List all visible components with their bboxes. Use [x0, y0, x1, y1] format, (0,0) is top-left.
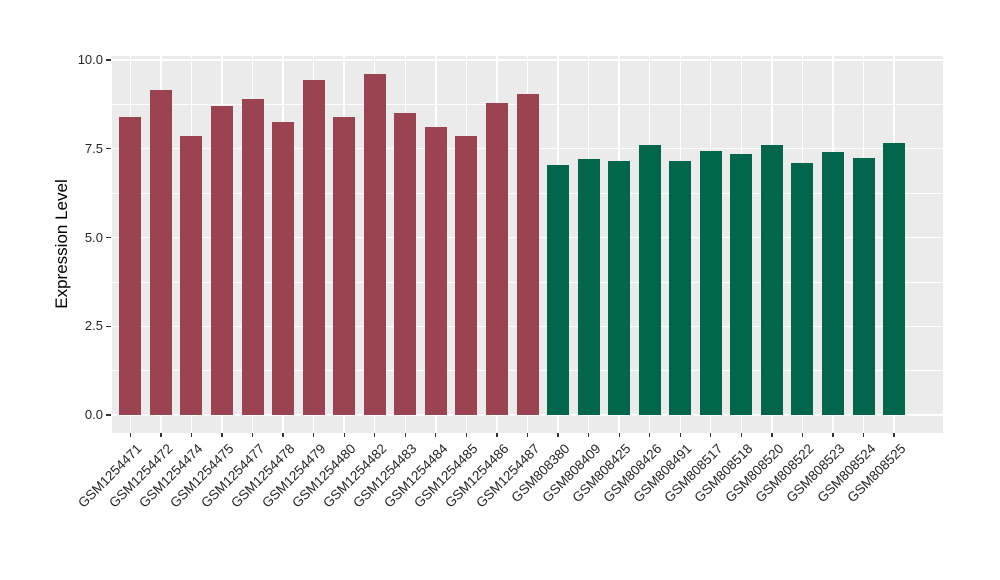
bar-GSM1254479 — [302, 79, 325, 415]
bar-GSM1254474 — [180, 136, 203, 415]
y-tick-mark — [106, 236, 111, 239]
x-tick-mark — [465, 433, 468, 437]
x-tick-mark — [282, 433, 284, 437]
bar-GSM1254472 — [149, 90, 172, 415]
x-tick-mark — [862, 433, 865, 437]
bar-GSM1254477 — [241, 99, 264, 415]
x-tick-mark — [801, 433, 804, 437]
bar-GSM1254471 — [119, 116, 142, 415]
bar-GSM1254482 — [363, 74, 386, 415]
x-tick-mark — [771, 433, 773, 437]
x-tick-mark — [343, 433, 345, 437]
bar-GSM808525 — [883, 143, 906, 415]
x-tick-mark — [404, 433, 406, 437]
x-tick-mark — [893, 433, 895, 437]
bar-GSM1254480 — [333, 116, 356, 415]
x-tick-mark — [160, 433, 162, 437]
y-tick-mark — [106, 59, 111, 61]
bar-GSM808491 — [669, 161, 692, 415]
bar-GSM1254483 — [394, 113, 417, 415]
x-tick-mark — [496, 433, 498, 437]
bar-GSM808425 — [608, 161, 631, 415]
y-tick-label: 7.5 — [84, 140, 103, 156]
y-tick-label: 2.5 — [84, 318, 103, 334]
y-tick-label: 5.0 — [84, 229, 103, 245]
bar-GSM808409 — [577, 159, 600, 415]
bar-GSM1254487 — [516, 93, 539, 415]
y-tick-mark — [106, 325, 111, 327]
bar-GSM1254484 — [424, 127, 447, 415]
bar-GSM808518 — [730, 154, 753, 415]
x-tick-mark — [710, 433, 712, 437]
y-tick-label: 10.0 — [77, 52, 103, 67]
bar-GSM1254485 — [455, 136, 478, 415]
y-tick-mark — [106, 414, 111, 416]
x-tick-mark — [649, 433, 651, 437]
bar-GSM808522 — [791, 162, 814, 415]
x-tick-mark — [435, 433, 437, 437]
x-tick-mark — [526, 433, 529, 437]
plot-panel — [112, 56, 943, 433]
x-tick-mark — [679, 433, 681, 437]
x-tick-mark — [740, 433, 742, 437]
bar-GSM808517 — [699, 150, 722, 415]
bar-GSM1254478 — [272, 122, 295, 415]
x-tick-mark — [618, 433, 620, 437]
x-tick-mark — [587, 433, 590, 437]
x-tick-mark — [129, 433, 131, 437]
x-tick-mark — [221, 433, 223, 437]
bar-GSM1254475 — [210, 106, 233, 415]
y-tick-label: 0.0 — [84, 407, 103, 422]
x-tick-mark — [832, 433, 834, 437]
bar-GSM808520 — [760, 145, 783, 415]
x-tick-mark — [251, 433, 254, 437]
x-tick-mark — [374, 433, 376, 437]
bar-GSM1254486 — [485, 102, 508, 415]
bar-GSM808380 — [547, 164, 570, 415]
bar-GSM808523 — [822, 152, 844, 415]
x-tick-mark — [190, 433, 193, 437]
bar-GSM808426 — [638, 145, 661, 415]
x-tick-mark — [312, 433, 315, 437]
bar-GSM808524 — [852, 157, 875, 415]
x-tick-mark — [557, 433, 559, 437]
y-tick-mark — [106, 148, 111, 150]
